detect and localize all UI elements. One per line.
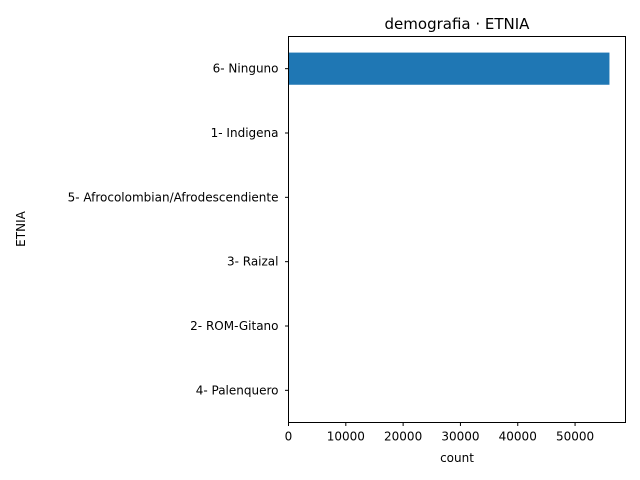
x-axis-label: count — [440, 451, 474, 465]
y-tick-label: 5- Afrocolombian/Afrodescendiente — [68, 190, 279, 204]
y-tick-label: 2- ROM-Gitano — [190, 319, 278, 333]
x-tick-label: 0 — [285, 430, 293, 444]
y-tick-label: 6- Ninguno — [213, 62, 279, 76]
x-tick-label: 10000 — [327, 430, 365, 444]
x-tick-label: 30000 — [441, 430, 479, 444]
y-tick-label: 1- Indigena — [211, 126, 279, 140]
bars-group — [288, 52, 610, 407]
y-tick-label: 4- Palenquero — [196, 383, 279, 397]
chart-title: demografia · ETNIA — [385, 15, 531, 33]
y-axis-ticks: 6- Ninguno 1- Indigena 5- Afrocolombian/Af… — [68, 62, 289, 397]
x-tick-label: 40000 — [499, 430, 537, 444]
y-tick-label: 3- Raizal — [227, 255, 279, 269]
bar — [288, 52, 610, 85]
x-tick-label: 20000 — [384, 430, 422, 444]
x-tick-label: 50000 — [556, 430, 594, 444]
y-axis-label: ETNIA — [14, 210, 28, 246]
plot-frame — [288, 36, 626, 423]
x-axis-ticks: 0 10000 20000 30000 40000 50000 — [285, 422, 594, 444]
